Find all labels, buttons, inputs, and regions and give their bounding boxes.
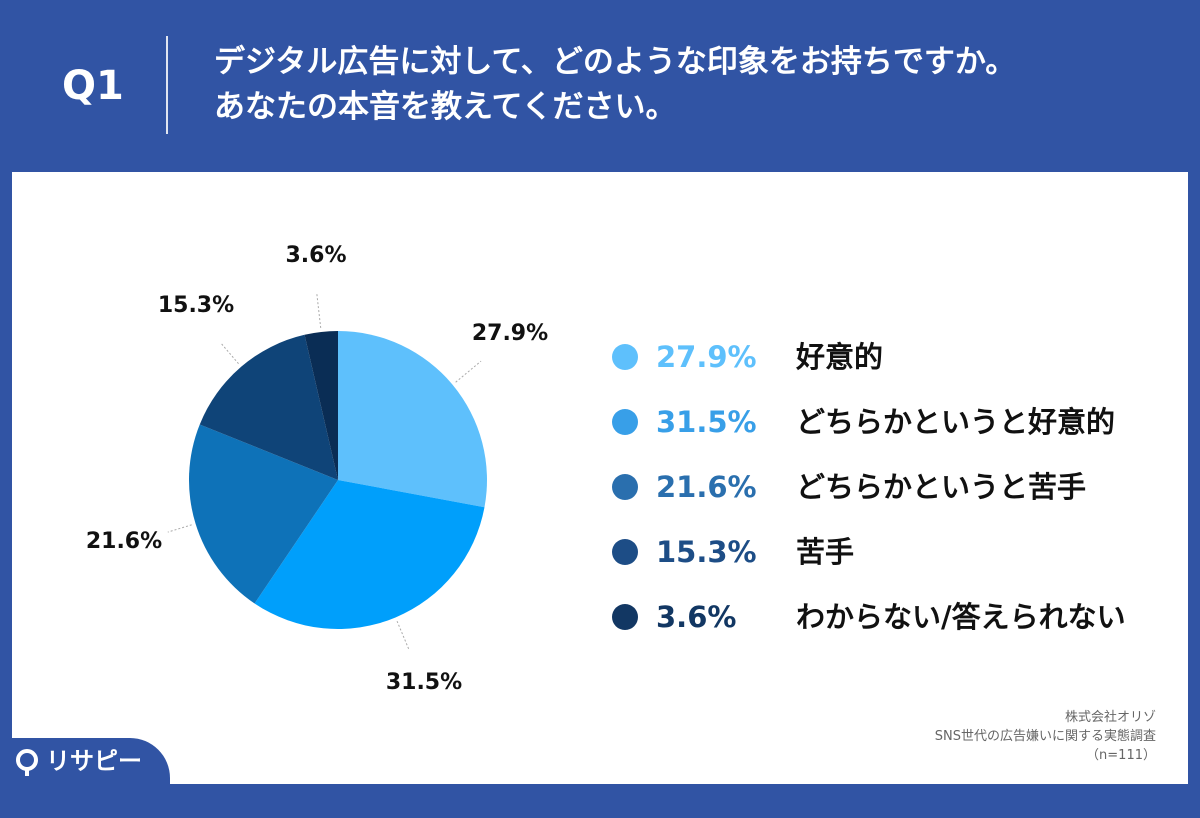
legend-swatch [612, 409, 638, 435]
legend-swatch [612, 344, 638, 370]
pie-slice [189, 424, 338, 604]
pie-chart: 27.9% 31.5% 21.6% 15.3% 3.6% [86, 243, 548, 695]
question-title-line-1: デジタル広告に対して、どのような印象をお持ちですか。 [214, 44, 1017, 80]
leader-line [316, 293, 322, 329]
legend-value: 21.6% [656, 470, 757, 504]
legend-value: 15.3% [656, 535, 757, 569]
brand-logo-text: リサピー [46, 747, 142, 775]
header-divider [166, 36, 168, 134]
legend-label: どちらかというと苦手 [796, 470, 1087, 504]
legend-label: 好意的 [796, 340, 884, 374]
logo-icon [16, 749, 38, 776]
leader-line [220, 342, 239, 365]
leader-line [455, 360, 482, 383]
leader-line [396, 620, 410, 650]
legend-label: どちらかというと好意的 [796, 405, 1116, 439]
legend-label: 苦手 [796, 535, 855, 569]
pie-data-label: 31.5% [386, 670, 462, 695]
pie-data-label: 21.6% [86, 529, 162, 554]
legend-value: 31.5% [656, 405, 757, 439]
legend-swatch [612, 539, 638, 565]
pie-slice [199, 334, 338, 480]
source-survey: SNS世代の広告嫌いに関する実態調査 [934, 729, 1156, 744]
pie-data-label: 15.3% [158, 293, 234, 318]
source-company: 株式会社オリゾ [1064, 710, 1156, 725]
source-note: 株式会社オリゾ SNS世代の広告嫌いに関する実態調査 （n=111） [935, 708, 1156, 765]
pie-slice [254, 480, 485, 629]
legend-label: わからない/答えられない [796, 600, 1126, 634]
header: Q1 デジタル広告に対して、どのような印象をお持ちですか。 あなたの本音を教えて… [0, 0, 1200, 170]
question-number: Q1 [62, 63, 124, 109]
question-title: デジタル広告に対して、どのような印象をお持ちですか。 あなたの本音を教えてくださ… [214, 40, 1174, 130]
leader-line [167, 524, 192, 533]
legend-value: 3.6% [656, 600, 737, 634]
legend-swatch [612, 474, 638, 500]
legend-swatch [612, 604, 638, 630]
source-sample: （n=111） [1086, 748, 1156, 763]
pie-slice [338, 331, 487, 508]
pie-data-label: 3.6% [285, 243, 346, 268]
legend-value: 27.9% [656, 340, 757, 374]
pie-slice [304, 331, 338, 480]
question-title-line-2: あなたの本音を教えてください。 [214, 89, 677, 125]
pie-data-label: 27.9% [472, 321, 548, 346]
